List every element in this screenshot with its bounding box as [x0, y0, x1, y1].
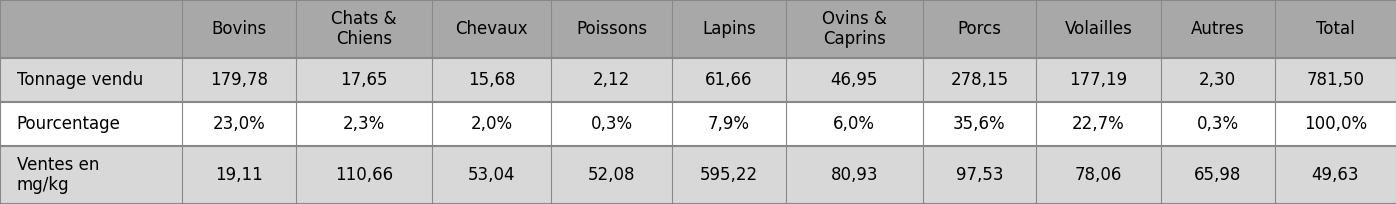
Text: 278,15: 278,15: [951, 71, 1008, 89]
Text: 49,63: 49,63: [1312, 166, 1360, 184]
Text: Volailles: Volailles: [1065, 20, 1132, 38]
Bar: [1275, 146, 1396, 204]
Text: 65,98: 65,98: [1194, 166, 1241, 184]
Bar: [433, 58, 551, 102]
Text: 53,04: 53,04: [468, 166, 515, 184]
Bar: [296, 58, 433, 102]
Bar: [296, 102, 433, 146]
Bar: [923, 146, 1036, 204]
Bar: [296, 146, 433, 204]
Bar: [1036, 146, 1161, 204]
Text: 2,30: 2,30: [1199, 71, 1237, 89]
Bar: [673, 0, 786, 58]
Text: 97,53: 97,53: [956, 166, 1004, 184]
Text: 0,3%: 0,3%: [1196, 115, 1238, 133]
Text: Chevaux: Chevaux: [455, 20, 528, 38]
Bar: [551, 146, 673, 204]
Text: 78,06: 78,06: [1075, 166, 1122, 184]
Bar: [181, 0, 296, 58]
Text: 17,65: 17,65: [341, 71, 388, 89]
Text: 110,66: 110,66: [335, 166, 394, 184]
Bar: [923, 58, 1036, 102]
Bar: [786, 0, 923, 58]
Text: Autres: Autres: [1191, 20, 1245, 38]
Bar: [551, 102, 673, 146]
Text: 0,3%: 0,3%: [591, 115, 632, 133]
Text: 7,9%: 7,9%: [708, 115, 750, 133]
Bar: [673, 58, 786, 102]
Text: Porcs: Porcs: [958, 20, 1001, 38]
Bar: [786, 146, 923, 204]
Bar: [1275, 58, 1396, 102]
Text: 52,08: 52,08: [588, 166, 635, 184]
Text: 595,22: 595,22: [699, 166, 758, 184]
Bar: [1036, 58, 1161, 102]
Bar: [1161, 146, 1275, 204]
Bar: [181, 146, 296, 204]
Text: 80,93: 80,93: [831, 166, 878, 184]
Text: Chats &
Chiens: Chats & Chiens: [331, 10, 396, 49]
Bar: [923, 0, 1036, 58]
Bar: [1036, 0, 1161, 58]
Text: 2,0%: 2,0%: [470, 115, 512, 133]
Bar: [181, 58, 296, 102]
Bar: [0, 58, 181, 102]
Bar: [1036, 102, 1161, 146]
Text: 781,50: 781,50: [1307, 71, 1364, 89]
Text: Poissons: Poissons: [577, 20, 648, 38]
Bar: [433, 146, 551, 204]
Text: Pourcentage: Pourcentage: [17, 115, 120, 133]
Bar: [673, 102, 786, 146]
Text: Ventes en
mg/kg: Ventes en mg/kg: [17, 155, 99, 194]
Bar: [0, 146, 181, 204]
Text: Total: Total: [1316, 20, 1354, 38]
Text: Ovins &
Caprins: Ovins & Caprins: [822, 10, 886, 49]
Text: 100,0%: 100,0%: [1304, 115, 1367, 133]
Text: 19,11: 19,11: [215, 166, 262, 184]
Text: 2,3%: 2,3%: [343, 115, 385, 133]
Bar: [433, 0, 551, 58]
Text: 61,66: 61,66: [705, 71, 752, 89]
Bar: [923, 102, 1036, 146]
Text: 2,12: 2,12: [593, 71, 630, 89]
Text: 179,78: 179,78: [209, 71, 268, 89]
Text: Lapins: Lapins: [702, 20, 757, 38]
Bar: [0, 0, 181, 58]
Text: 46,95: 46,95: [831, 71, 878, 89]
Bar: [1275, 102, 1396, 146]
Text: 177,19: 177,19: [1069, 71, 1128, 89]
Bar: [551, 58, 673, 102]
Text: 23,0%: 23,0%: [212, 115, 265, 133]
Text: 35,6%: 35,6%: [953, 115, 1005, 133]
Bar: [296, 0, 433, 58]
Bar: [433, 102, 551, 146]
Bar: [786, 58, 923, 102]
Text: Bovins: Bovins: [211, 20, 267, 38]
Bar: [1275, 0, 1396, 58]
Bar: [1161, 102, 1275, 146]
Text: 15,68: 15,68: [468, 71, 515, 89]
Bar: [1161, 0, 1275, 58]
Bar: [551, 0, 673, 58]
Bar: [1161, 58, 1275, 102]
Text: Tonnage vendu: Tonnage vendu: [17, 71, 142, 89]
Bar: [786, 102, 923, 146]
Text: 6,0%: 6,0%: [833, 115, 875, 133]
Bar: [673, 146, 786, 204]
Bar: [181, 102, 296, 146]
Text: 22,7%: 22,7%: [1072, 115, 1125, 133]
Bar: [0, 102, 181, 146]
